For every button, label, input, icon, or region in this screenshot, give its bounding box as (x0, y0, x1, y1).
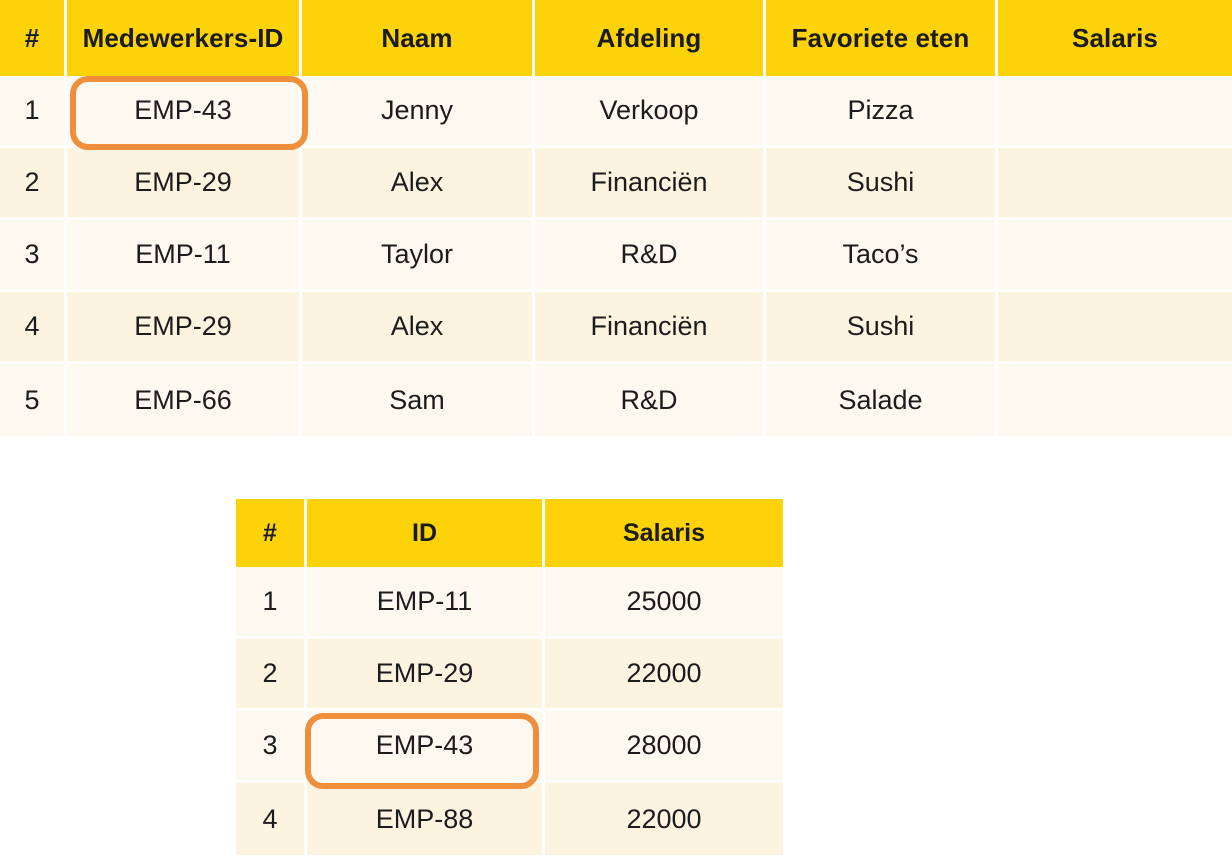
cell-employee-id: EMP-66 (67, 364, 302, 436)
cell-department: R&D (535, 220, 766, 292)
employees-table: # Medewerkers-ID Naam Afdeling Favoriete… (0, 0, 1232, 436)
cell-index: 5 (0, 364, 67, 436)
cell-id: EMP-11 (307, 567, 545, 639)
cell-salary: 22000 (545, 639, 783, 711)
table-row[interactable]: 3 EMP-11 Taylor R&D Taco’s (0, 220, 1232, 292)
cell-department: R&D (535, 364, 766, 436)
cell-salary (998, 364, 1232, 436)
salaries-table: # ID Salaris 1 EMP-11 25000 2 EMP-29 220… (236, 499, 783, 855)
column-header-employee-id[interactable]: Medewerkers-ID (67, 0, 302, 76)
column-header-salary[interactable]: Salaris (545, 499, 783, 567)
cell-index: 2 (0, 148, 67, 220)
cell-salary: 25000 (545, 567, 783, 639)
cell-salary: 28000 (545, 711, 783, 783)
column-header-id[interactable]: ID (307, 499, 545, 567)
table-row[interactable]: 1 EMP-43 Jenny Verkoop Pizza (0, 76, 1232, 148)
table-row[interactable]: 3 EMP-43 28000 (236, 711, 783, 783)
cell-index: 1 (236, 567, 307, 639)
table-row[interactable]: 2 EMP-29 22000 (236, 639, 783, 711)
cell-index: 1 (0, 76, 67, 148)
cell-favorite-food: Taco’s (766, 220, 998, 292)
cell-salary (998, 220, 1232, 292)
table-header-row: # Medewerkers-ID Naam Afdeling Favoriete… (0, 0, 1232, 76)
cell-department: Financiën (535, 292, 766, 364)
salaries-table-body: 1 EMP-11 25000 2 EMP-29 22000 3 EMP-43 2… (236, 567, 783, 855)
column-header-salary[interactable]: Salaris (998, 0, 1232, 76)
cell-employee-id: EMP-43 (67, 76, 302, 148)
cell-id: EMP-88 (307, 783, 545, 855)
cell-department: Verkoop (535, 76, 766, 148)
cell-id: EMP-29 (307, 639, 545, 711)
column-header-favorite-food[interactable]: Favoriete eten (766, 0, 998, 76)
cell-employee-id: EMP-11 (67, 220, 302, 292)
cell-salary (998, 76, 1232, 148)
cell-salary (998, 292, 1232, 364)
cell-favorite-food: Salade (766, 364, 998, 436)
cell-employee-id: EMP-29 (67, 148, 302, 220)
table-row[interactable]: 1 EMP-11 25000 (236, 567, 783, 639)
employees-table-header: # Medewerkers-ID Naam Afdeling Favoriete… (0, 0, 1232, 76)
column-header-name[interactable]: Naam (302, 0, 535, 76)
salaries-table-header: # ID Salaris (236, 499, 783, 567)
cell-index: 4 (236, 783, 307, 855)
cell-index: 4 (0, 292, 67, 364)
cell-employee-id: EMP-29 (67, 292, 302, 364)
cell-name: Alex (302, 292, 535, 364)
table-row[interactable]: 2 EMP-29 Alex Financiën Sushi (0, 148, 1232, 220)
cell-salary (998, 148, 1232, 220)
cell-name: Alex (302, 148, 535, 220)
cell-name: Taylor (302, 220, 535, 292)
cell-favorite-food: Sushi (766, 292, 998, 364)
cell-index: 3 (236, 711, 307, 783)
cell-favorite-food: Pizza (766, 76, 998, 148)
table-row[interactable]: 4 EMP-29 Alex Financiën Sushi (0, 292, 1232, 364)
employees-table-body: 1 EMP-43 Jenny Verkoop Pizza 2 EMP-29 Al… (0, 76, 1232, 436)
cell-favorite-food: Sushi (766, 148, 998, 220)
cell-department: Financiën (535, 148, 766, 220)
column-header-index[interactable]: # (0, 0, 67, 76)
column-header-index[interactable]: # (236, 499, 307, 567)
cell-index: 2 (236, 639, 307, 711)
table-row[interactable]: 4 EMP-88 22000 (236, 783, 783, 855)
cell-name: Jenny (302, 76, 535, 148)
cell-index: 3 (0, 220, 67, 292)
cell-salary: 22000 (545, 783, 783, 855)
table-row[interactable]: 5 EMP-66 Sam R&D Salade (0, 364, 1232, 436)
cell-id: EMP-43 (307, 711, 545, 783)
column-header-department[interactable]: Afdeling (535, 0, 766, 76)
cell-name: Sam (302, 364, 535, 436)
table-header-row: # ID Salaris (236, 499, 783, 567)
